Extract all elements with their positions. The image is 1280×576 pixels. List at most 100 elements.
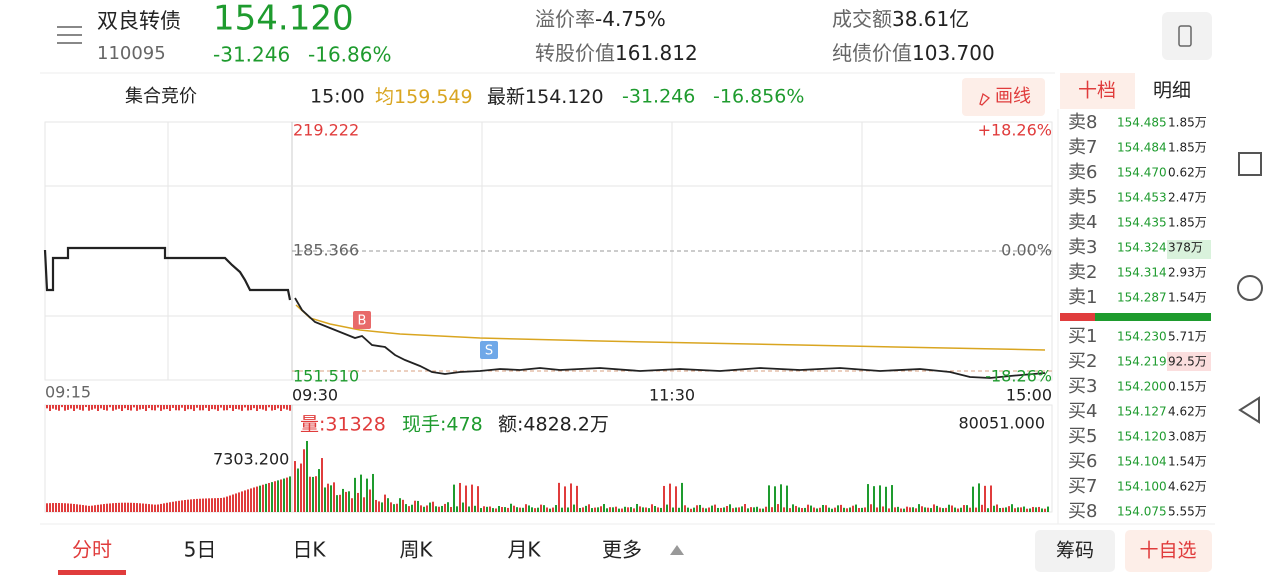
volume-bar [420,505,422,512]
volume-bar [627,507,629,512]
volume-bar [289,476,291,512]
bottom-tab[interactable]: 更多 [602,538,642,562]
volume-bar [163,503,165,512]
book-volume: 92.5万 [1168,355,1207,369]
volume-bar [142,503,144,512]
nav-home[interactable] [1237,275,1263,301]
volume-bar [513,505,515,512]
volume-bar [765,506,767,512]
volume-bar [645,507,647,512]
volume-bar [1023,506,1025,512]
volume-bar [732,508,734,512]
axis-label: 151.510 [293,367,359,386]
bottom-tab[interactable]: 5日 [184,538,217,562]
volume-bar [1005,507,1007,512]
volume-bar [1047,506,1049,512]
axis-label: -18.26% [985,367,1052,386]
volume-bar [94,505,96,512]
chips-button-label: 筹码 [1056,540,1094,562]
volume-bar [172,405,174,408]
nav-back[interactable] [1238,396,1260,424]
bottom-tab[interactable]: 分时 [72,538,112,562]
volume-bar [483,506,485,512]
device-button[interactable] [1162,12,1212,60]
volume-bar [969,507,971,512]
volume-bar [381,502,383,512]
volume-bar [537,507,539,512]
volume-bar [678,507,680,512]
volume-bar [283,478,285,512]
volume-bar [49,405,51,411]
volume-bar [106,503,108,512]
volume-bar [300,463,302,512]
last: 最新154.120 [487,86,604,108]
volume-bar [522,507,524,512]
volume-bar [136,405,138,411]
volume-bar [933,504,935,512]
volume-bar [184,405,186,411]
volume-bar [558,482,560,512]
volume-bar [438,506,440,512]
bottom-tab[interactable]: 周K [399,538,433,562]
book-price: 154.435 [1117,216,1167,230]
volume-bar [489,506,491,512]
watchlist-button[interactable] [1125,530,1212,572]
volume-bar [46,405,48,409]
volume-bar [630,507,632,512]
menu-icon[interactable] [57,26,82,44]
volume-bar [202,405,204,411]
bottom-tab[interactable]: 日K [292,538,326,562]
volume-bar [55,503,57,512]
stat: 纯债价值103.700 [832,41,995,65]
book-label: 卖7 [1068,137,1097,158]
volume-bar [474,505,476,512]
avg: 均159.549 [375,86,473,108]
volume-bar [280,405,282,411]
chips-button[interactable] [1035,530,1115,572]
volume-bar [169,502,171,512]
volume-bar [693,507,695,512]
nav-recent[interactable] [1238,152,1262,176]
draw-button[interactable] [962,78,1045,116]
more-arrow [670,545,684,555]
volume-bar [453,484,455,512]
volume-bar [321,458,323,512]
book-label: 买7 [1068,476,1097,497]
volume-bar [1029,508,1031,512]
book-price: 154.453 [1117,191,1167,205]
volume-bar [738,507,740,512]
volume-bar [187,499,189,512]
volume-bar [154,405,156,411]
volume-bar [160,503,162,512]
volume-bar [444,503,446,512]
volume-bar [265,405,267,411]
volume-bar [196,498,198,512]
volume-bar [618,508,620,512]
book-price: 154.120 [1117,430,1167,444]
volume-bar [199,498,201,512]
volume-bar [396,503,398,512]
book-price: 154.127 [1117,405,1167,419]
volume-bar [133,502,135,512]
volume-bar [363,497,365,512]
volume-bar [73,503,75,512]
volume-bar [825,505,827,512]
volume-bar [91,405,93,410]
book-volume: 1.54万 [1168,455,1207,469]
volume-bar [837,505,839,512]
book-label: 卖1 [1068,287,1097,308]
volume-bar [540,504,542,512]
volume-bar [1017,507,1019,512]
bottom-tab[interactable]: 月K [507,538,541,562]
volume-bar [729,504,731,512]
current-label: 现手:478 [402,414,483,436]
book-tab[interactable]: 明细 [1153,80,1191,102]
book-label: 卖4 [1068,212,1097,233]
volume-bar [271,482,273,512]
volume-bar [975,507,977,512]
book-tab[interactable]: 十档 [1078,80,1116,102]
volume-bar [861,507,863,512]
volume-bar [696,505,698,512]
price-line [294,297,1046,379]
volume-bar [597,507,599,512]
